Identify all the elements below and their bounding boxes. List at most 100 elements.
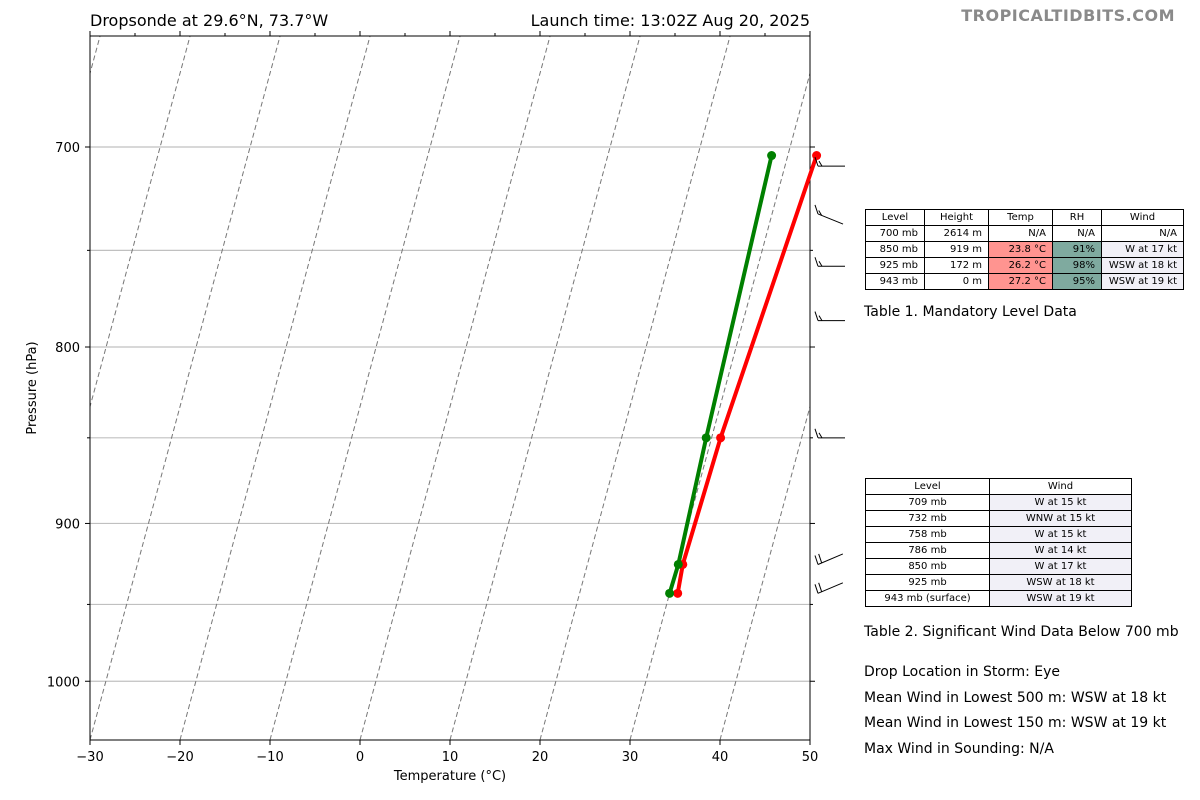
height-cell: 919 m [924, 241, 989, 258]
wind-barb-feather [818, 210, 823, 216]
wind-cell: WSW at 18 kt [1101, 257, 1184, 274]
level-cell: 925 mb [865, 257, 925, 274]
wind-barb-feather [814, 204, 819, 215]
table-row: 943 mb 0 m 27.2 °C 95% WSW at 19 kt [865, 273, 1184, 290]
table1-caption: Table 1. Mandatory Level Data [864, 304, 1077, 320]
wind-barb [814, 311, 845, 322]
x-tick-label: 30 [622, 750, 639, 765]
x-tick-label: 10 [442, 750, 459, 765]
isotherm-line [90, 36, 101, 76]
level-cell: 700 mb [865, 225, 925, 242]
header-cell: Wind [989, 478, 1132, 495]
isotherm-line [269, 36, 461, 740]
table-row: 850 mb W at 17 kt [865, 558, 1132, 575]
header-cell: Level [865, 209, 925, 226]
wind-cell: W at 15 kt [989, 526, 1132, 543]
height-cell: 172 m [924, 257, 989, 274]
dewpoint-line [667, 153, 774, 596]
dropsonde-location-title: Dropsonde at 29.6°N, 73.7°W [90, 11, 329, 30]
x-tick-label: −20 [166, 750, 193, 765]
sounding-info: Drop Location in Storm: Eye Mean Wind in… [864, 664, 1166, 767]
table-row: 709 mb W at 15 kt [865, 494, 1132, 511]
isotherm-group [0, 36, 810, 740]
isotherm-line [0, 36, 10, 740]
wind-barb [814, 156, 845, 167]
rh-cell: 95% [1052, 273, 1102, 290]
mandatory-level-table: Level Height Temp RH Wind 700 mb 2614 m … [865, 209, 1184, 290]
y-axis-label: Pressure (hPa) [25, 341, 40, 434]
wind-barb-shaft [817, 213, 844, 225]
isotherm-line [179, 36, 371, 740]
table-row: 758 mb W at 15 kt [865, 526, 1132, 543]
wind-cell: W at 14 kt [989, 542, 1132, 559]
level-cell: 850 mb [865, 558, 990, 575]
level-cell: 925 mb [865, 574, 990, 591]
x-tick-label: −30 [76, 750, 103, 765]
wind-barb-feather [818, 160, 823, 167]
wind-barb-feather [814, 555, 819, 565]
header-cell: RH [1052, 209, 1102, 226]
wind-cell: W at 15 kt [989, 494, 1132, 511]
temperature-point [716, 433, 726, 443]
wind-cell: WSW at 18 kt [989, 574, 1132, 591]
mean-wind-500m-text: Mean Wind in Lowest 500 m: WSW at 18 kt [864, 689, 1167, 706]
level-cell: 732 mb [865, 510, 990, 527]
table-header-row: Level Wind [865, 478, 1132, 495]
table-row: 700 mb 2614 m N/A N/A N/A [865, 225, 1184, 242]
temp-cell: 27.2 °C [988, 273, 1053, 290]
temp-cell: N/A [988, 225, 1053, 242]
temp-cell: 26.2 °C [988, 257, 1053, 274]
table-row: 850 mb 919 m 23.8 °C 91% W at 17 kt [865, 241, 1184, 258]
rh-cell: N/A [1052, 225, 1102, 242]
x-tick-label: 40 [712, 750, 729, 765]
rh-cell: 98% [1052, 257, 1102, 274]
level-cell: 786 mb [865, 542, 990, 559]
header-cell: Level [865, 478, 990, 495]
temperature-line [675, 153, 819, 596]
y-tick-label: 900 [55, 517, 80, 532]
wind-barb-feather [818, 260, 823, 267]
wind-cell: W at 17 kt [1101, 241, 1184, 258]
dewpoint-point [665, 588, 675, 598]
wind-barb-feather [818, 582, 823, 592]
wind-barb-feather [818, 432, 823, 439]
header-cell: Height [924, 209, 989, 226]
wind-barb [814, 553, 844, 565]
dewpoint-point [673, 559, 683, 569]
height-cell: 2614 m [924, 225, 989, 242]
y-tick-label: 700 [55, 141, 80, 156]
temp-cell: 23.8 °C [988, 241, 1053, 258]
table-row: 943 mb (surface) WSW at 19 kt [865, 590, 1132, 607]
isotherm-line [359, 36, 551, 740]
wind-barb-feather [814, 156, 819, 167]
wind-cell: WNW at 15 kt [989, 510, 1132, 527]
isotherm-line [719, 404, 810, 740]
wind-barb-feather [818, 553, 823, 564]
wind-cell: WSW at 19 kt [1101, 273, 1184, 290]
x-tick-label: 0 [356, 750, 364, 765]
table-row: 786 mb W at 14 kt [865, 542, 1132, 559]
table-row: 925 mb WSW at 18 kt [865, 574, 1132, 591]
wind-barb [814, 582, 844, 594]
wind-barb-feather [814, 584, 819, 594]
temperature-point [673, 588, 683, 598]
level-cell: 850 mb [865, 241, 925, 258]
level-cell: 758 mb [865, 526, 990, 543]
x-tick-label: −10 [256, 750, 283, 765]
level-cell: 709 mb [865, 494, 990, 511]
x-tick-label: 20 [532, 750, 549, 765]
header-cell: Wind [1101, 209, 1184, 226]
isotherm-line [449, 36, 641, 740]
header-cell: Temp [988, 209, 1053, 226]
significant-wind-table: Level Wind 709 mb W at 15 kt 732 mb WNW … [865, 478, 1132, 607]
wind-barb [814, 428, 845, 439]
wind-barb-feather [814, 311, 819, 321]
height-cell: 0 m [924, 273, 989, 290]
x-tick-label: 50 [802, 750, 819, 765]
table-header-row: Level Height Temp RH Wind [865, 209, 1184, 226]
isotherm-line [90, 36, 281, 740]
y-tick-label: 1000 [47, 675, 80, 690]
dewpoint-point [767, 151, 777, 161]
wind-barb [814, 204, 844, 225]
